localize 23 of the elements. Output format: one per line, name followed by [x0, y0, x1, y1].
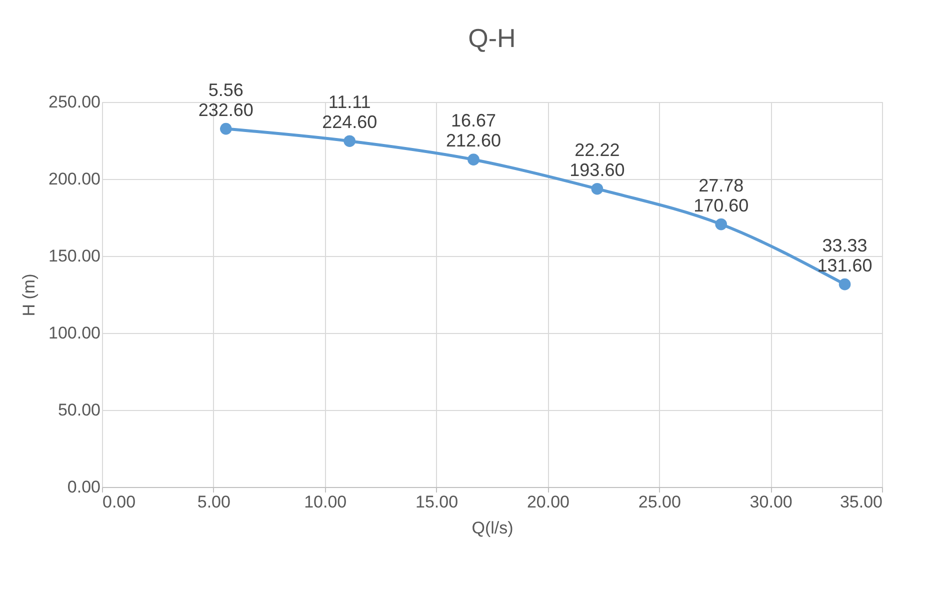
x-tick-label: 15.00	[416, 492, 458, 512]
y-tick-label: 150.00	[48, 246, 100, 266]
y-tick-label: 0.00	[67, 478, 100, 496]
x-tick-label: 35.00	[840, 492, 882, 512]
chart-title: Q-H	[468, 22, 516, 53]
y-tick-label: 50.00	[58, 400, 100, 420]
x-tick-label: 10.00	[304, 492, 347, 512]
data-label: 22.22 193.60	[570, 140, 625, 180]
data-label: 27.78 170.60	[694, 175, 749, 216]
data-label: 5.56 232.60	[198, 80, 254, 120]
y-tick-label: 250.00	[48, 92, 100, 112]
data-label: 33.33 131.60	[817, 235, 872, 276]
data-label: 11.11 224.60	[322, 92, 378, 132]
x-tick-label: 25.00	[638, 492, 681, 512]
x-tick-label: 20.00	[526, 492, 570, 512]
x-tick-label: 0.00	[102, 492, 136, 512]
y-tick-label: 200.00	[48, 170, 100, 188]
x-tick-label: 5.00	[197, 492, 230, 512]
y-axis-title: H (m)	[20, 274, 39, 316]
x-axis-title: Q(l/s)	[472, 518, 514, 538]
x-tick-label: 30.00	[750, 492, 792, 512]
data-label: 16.67 212.60	[446, 110, 502, 151]
y-tick-label: 100.00	[48, 324, 100, 342]
